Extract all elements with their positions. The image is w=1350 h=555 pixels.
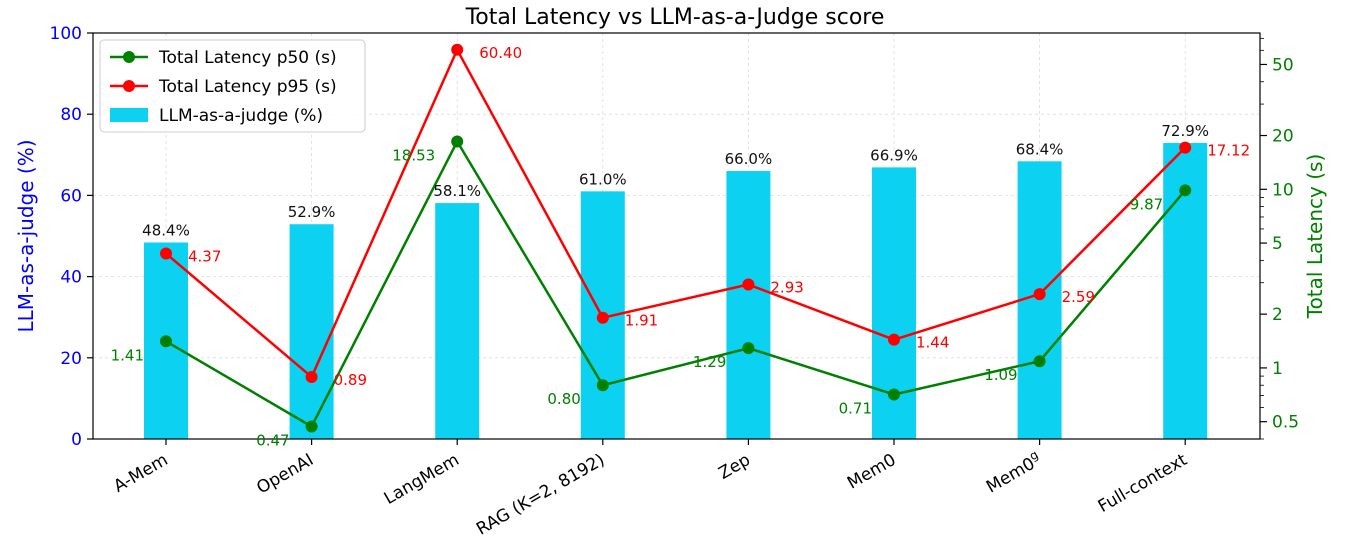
p95-value-label: 1.91 xyxy=(625,312,658,330)
legend-label: Total Latency p95 (s) xyxy=(158,77,337,97)
x-axis-tick-label-text: Mem0 xyxy=(844,450,899,494)
series-point xyxy=(451,43,464,56)
left-axis-tick-label: 80 xyxy=(60,105,82,125)
right-axis-tick-label: 50 xyxy=(1272,55,1294,75)
legend-bar-swatch xyxy=(110,108,148,122)
series-point xyxy=(451,135,464,148)
right-axis-tick-label: 20 xyxy=(1272,127,1294,147)
x-axis-tick-label-text: Zep xyxy=(715,450,753,484)
right-axis-tick-label: 10 xyxy=(1272,180,1294,200)
bar-series xyxy=(144,143,1208,440)
series-point xyxy=(596,311,609,324)
left-axis-tick-label: 20 xyxy=(60,349,82,369)
bar xyxy=(435,203,480,439)
line-series xyxy=(160,43,1192,433)
p95-value-label: 1.44 xyxy=(916,334,949,352)
right-axis-tick-label: 5 xyxy=(1272,234,1283,254)
bar-value-label: 66.9% xyxy=(870,146,918,164)
left-axis-tick-label: 0 xyxy=(71,430,82,450)
series-line xyxy=(165,140,1187,428)
x-axis-tick-label: Zep xyxy=(715,450,753,484)
series-line xyxy=(165,48,1187,379)
p95-value-label: 2.93 xyxy=(770,279,803,297)
bar xyxy=(289,224,334,439)
x-axis-tick-label: Mem0 xyxy=(844,450,899,494)
bar-value-label: 52.9% xyxy=(288,203,336,221)
p50-value-label: 0.80 xyxy=(547,390,580,408)
series-point xyxy=(1179,141,1192,154)
p50-value-label: 1.41 xyxy=(111,346,144,364)
p95-value-label: 4.37 xyxy=(188,248,221,266)
series-point xyxy=(160,247,172,260)
series-point xyxy=(888,333,900,346)
x-axis-tick-label-text: OpenAI xyxy=(253,450,317,498)
bar xyxy=(726,171,771,440)
series-point xyxy=(160,335,172,348)
x-axis-tick-label-text: RAG (K=2, 8192) xyxy=(473,450,608,540)
x-axis-tick-label: Mem0g xyxy=(982,447,1046,497)
bar xyxy=(1017,161,1062,439)
p50-value-label: 0.47 xyxy=(256,431,289,449)
p50-value-label: 0.71 xyxy=(839,399,872,417)
right-axis-tick-label: 2 xyxy=(1272,305,1283,325)
p95-value-label: 2.59 xyxy=(1062,288,1095,306)
bar-value-label: 48.4% xyxy=(142,221,190,239)
series-point xyxy=(888,388,900,401)
series-point xyxy=(742,278,755,291)
left-axis-tick-label: 40 xyxy=(60,268,82,288)
left-axis-tick-label: 60 xyxy=(60,186,82,206)
right-axis-tick-label: 1 xyxy=(1272,359,1283,379)
right-axis-label: Total Latency (s) xyxy=(1303,154,1327,320)
legend-label: LLM-as-a-judge (%) xyxy=(159,106,323,126)
series-point xyxy=(1179,184,1192,197)
p50-value-label: 9.87 xyxy=(1130,195,1163,213)
legend-box xyxy=(99,39,366,133)
p50-value-label: 18.53 xyxy=(392,146,435,164)
series-point xyxy=(305,370,318,383)
bar-value-label: 61.0% xyxy=(579,170,627,188)
x-axis-tick-label: LangMem xyxy=(381,450,463,509)
x-axis-tick-label: A-Mem xyxy=(110,450,171,497)
x-axis-tick-label: Full-context xyxy=(1095,450,1191,517)
bar-value-label: 58.1% xyxy=(433,182,481,200)
plot-frame xyxy=(92,32,1261,440)
legend-label: Total Latency p50 (s) xyxy=(158,48,337,68)
p50-value-label: 1.09 xyxy=(984,366,1017,384)
x-axis-tick-label-text: LangMem xyxy=(381,450,463,509)
left-axis-label: LLM-as-a-judge (%) xyxy=(14,139,38,332)
bar-value-label: 68.4% xyxy=(1016,140,1064,158)
p95-value-label: 60.40 xyxy=(479,44,522,62)
series-point xyxy=(1033,355,1046,368)
series-point xyxy=(742,342,755,355)
p95-value-label: 0.89 xyxy=(334,371,367,389)
legend-marker xyxy=(123,80,135,92)
x-axis-tick-label-text: A-Mem xyxy=(110,450,171,497)
x-axis-tick-label-text: Full-context xyxy=(1095,450,1191,517)
bar-value-label: 72.9% xyxy=(1161,122,1209,140)
chart-title: Total Latency vs LLM-as-a-Judge score xyxy=(465,5,885,30)
series-point xyxy=(305,420,318,433)
x-axis-tick-label-text: Mem0 xyxy=(983,454,1038,498)
series-point xyxy=(596,379,609,392)
p95-value-label: 17.12 xyxy=(1207,142,1250,160)
bar-value-label: 66.0% xyxy=(725,150,773,168)
x-axis-tick-label: RAG (K=2, 8192) xyxy=(473,450,608,540)
data-labels: 48.4% 52.9% 58.1% 61.0% 66.0% 66.9% 68.4% 72.9%… xyxy=(111,44,1251,450)
x-axis-tick-label: OpenAI xyxy=(253,450,317,498)
p50-value-label: 1.29 xyxy=(693,353,726,371)
legend: Total Latency p50 (s) Total Latency p95 (… xyxy=(99,39,366,133)
series-point xyxy=(1033,288,1046,301)
right-axis-tick-label: 0.5 xyxy=(1272,413,1299,433)
legend-marker xyxy=(123,51,135,63)
left-axis-tick-label: 100 xyxy=(50,24,82,44)
